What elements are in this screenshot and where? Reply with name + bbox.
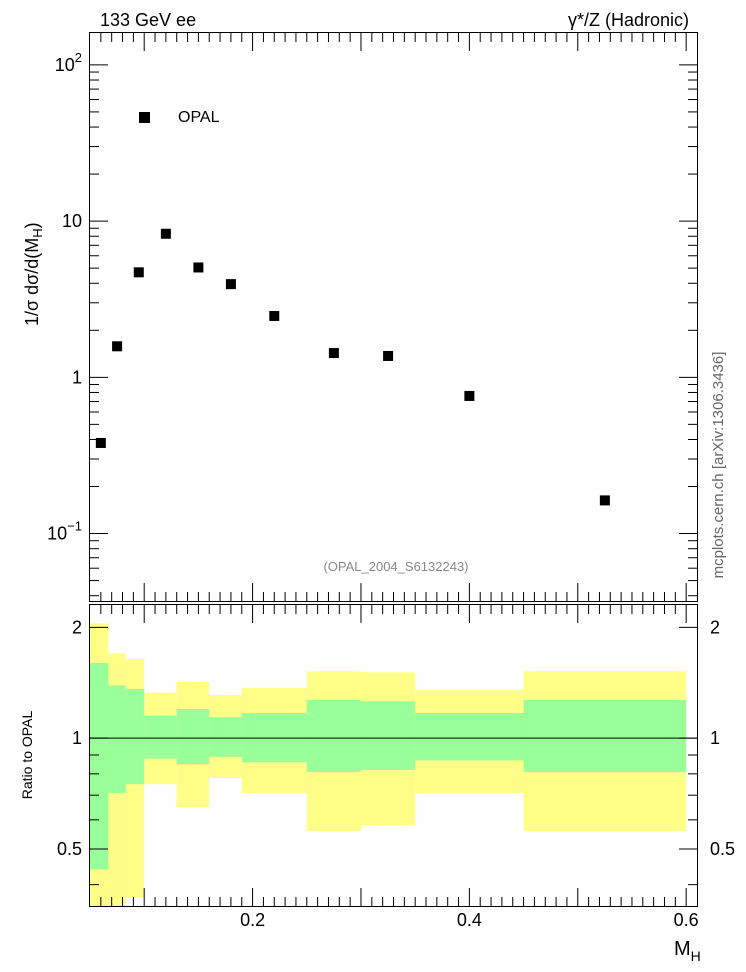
analysis-label: (OPAL_2004_S6132243) bbox=[323, 559, 468, 574]
main-y-tick-label: 1 bbox=[72, 367, 82, 387]
ratio-bands bbox=[90, 623, 697, 906]
ratio-band-stat-bin bbox=[306, 699, 361, 772]
x-tick-label: 0.6 bbox=[674, 910, 699, 930]
ratio-ticks: 0.2 0.4 0.6 0.5 0.5 1 1 2 2 bbox=[57, 605, 735, 930]
data-point bbox=[328, 348, 339, 359]
main-ylabel-sub: H bbox=[30, 228, 45, 237]
data-point bbox=[112, 341, 123, 352]
main-y-tick-mantissa: 10 bbox=[62, 211, 82, 231]
main-y-tick-label: 10−1 bbox=[47, 519, 82, 544]
ratio-band-stat-bin bbox=[90, 663, 109, 870]
legend-label: OPAL bbox=[178, 109, 220, 126]
data-point bbox=[225, 279, 236, 290]
data-point bbox=[95, 437, 106, 448]
main-y-tick-mantissa: 10 bbox=[47, 524, 67, 544]
main-y-tick-label: 10 bbox=[62, 211, 82, 231]
main-ylabel-close: ) bbox=[22, 222, 42, 228]
ratio-band-stat-bin bbox=[125, 689, 145, 785]
ratio-y-tick-label-right: 0.5 bbox=[710, 839, 735, 859]
ratio-y-tick-label-left: 0.5 bbox=[57, 839, 82, 859]
ratio-y-tick-label-left: 2 bbox=[72, 617, 82, 637]
ratio-band-stat-bin bbox=[144, 715, 177, 759]
main-y-tick-label: 102 bbox=[55, 50, 82, 75]
data-point bbox=[133, 267, 144, 278]
ratio-ylabel: Ratio to OPAL bbox=[19, 711, 35, 800]
ratio-band-stat-bin bbox=[415, 713, 524, 761]
ratio-y-tick-label-right: 1 bbox=[710, 728, 720, 748]
header-left: 133 GeV ee bbox=[100, 10, 196, 30]
side-credit-label: mcplots.cern.ch [arXiv:1306.3436] bbox=[710, 352, 727, 579]
ratio-band-stat-bin bbox=[360, 701, 416, 770]
data-point bbox=[269, 310, 280, 321]
ratio-y-tick-label-left: 1 bbox=[72, 728, 82, 748]
data-point bbox=[599, 495, 610, 506]
ratio-y-tick-label-right: 2 bbox=[710, 617, 720, 637]
main-y-tick-exponent: 2 bbox=[75, 50, 82, 65]
x-tick-label: 0.2 bbox=[240, 910, 265, 930]
x-tick-label: 0.4 bbox=[457, 910, 482, 930]
data-point bbox=[383, 350, 394, 361]
ratio-band-stat-bin bbox=[176, 709, 210, 765]
main-ylabel-text: 1/σ dσ/d(M bbox=[22, 238, 42, 326]
x-axis-title-sub: H bbox=[691, 948, 701, 964]
data-point bbox=[193, 262, 204, 273]
ratio-band-stat-bin bbox=[108, 685, 126, 793]
data-point bbox=[464, 390, 475, 401]
legend-marker bbox=[139, 112, 150, 123]
x-axis-title-text: M bbox=[674, 938, 691, 960]
header-right: γ*/Z (Hadronic) bbox=[568, 10, 689, 30]
ratio-plot-frame bbox=[89, 604, 698, 907]
main-plot-frame bbox=[89, 32, 698, 602]
x-axis-title: MH bbox=[674, 938, 701, 964]
ratio-band-stat-bin bbox=[209, 717, 242, 757]
main-y-tick-mantissa: 1 bbox=[72, 367, 82, 387]
ratio-band-stat-bin bbox=[523, 699, 687, 772]
data-point bbox=[160, 228, 171, 239]
main-y-tick-mantissa: 10 bbox=[55, 55, 75, 75]
main-y-tick-exponent: −1 bbox=[67, 519, 82, 534]
data-points bbox=[95, 228, 610, 506]
main-ylabel: 1/σ dσ/d(MH) bbox=[22, 222, 45, 326]
